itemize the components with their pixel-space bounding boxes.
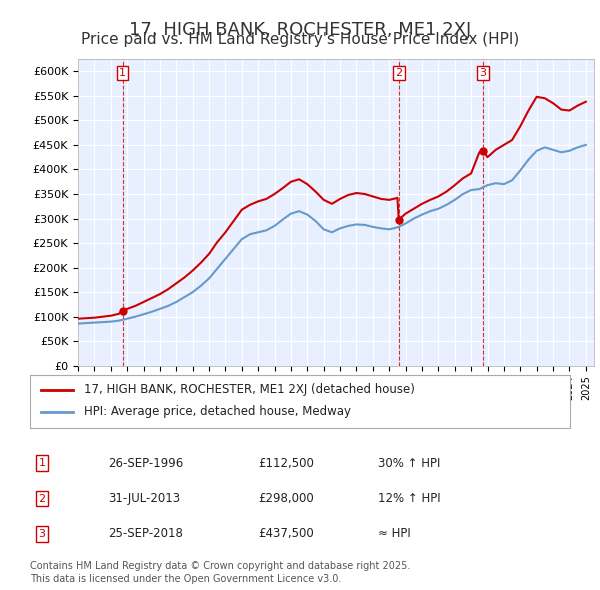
- Text: £437,500: £437,500: [258, 527, 314, 540]
- Text: This data is licensed under the Open Government Licence v3.0.: This data is licensed under the Open Gov…: [30, 575, 341, 584]
- Text: 17, HIGH BANK, ROCHESTER, ME1 2XJ: 17, HIGH BANK, ROCHESTER, ME1 2XJ: [129, 21, 471, 39]
- Text: 2: 2: [395, 68, 403, 78]
- Text: ≈ HPI: ≈ HPI: [378, 527, 411, 540]
- Text: £112,500: £112,500: [258, 457, 314, 470]
- Text: 2: 2: [38, 494, 46, 503]
- Text: 3: 3: [38, 529, 46, 539]
- Text: £298,000: £298,000: [258, 492, 314, 505]
- Text: 31-JUL-2013: 31-JUL-2013: [108, 492, 180, 505]
- Text: 1: 1: [119, 68, 126, 78]
- Text: 25-SEP-2018: 25-SEP-2018: [108, 527, 183, 540]
- Text: 26-SEP-1996: 26-SEP-1996: [108, 457, 183, 470]
- Text: 12% ↑ HPI: 12% ↑ HPI: [378, 492, 440, 505]
- Text: 17, HIGH BANK, ROCHESTER, ME1 2XJ (detached house): 17, HIGH BANK, ROCHESTER, ME1 2XJ (detac…: [84, 383, 415, 396]
- Text: 1: 1: [38, 458, 46, 468]
- Text: Contains HM Land Registry data © Crown copyright and database right 2025.: Contains HM Land Registry data © Crown c…: [30, 562, 410, 571]
- Text: 3: 3: [479, 68, 487, 78]
- Text: HPI: Average price, detached house, Medway: HPI: Average price, detached house, Medw…: [84, 405, 351, 418]
- Text: 30% ↑ HPI: 30% ↑ HPI: [378, 457, 440, 470]
- Text: Price paid vs. HM Land Registry's House Price Index (HPI): Price paid vs. HM Land Registry's House …: [81, 32, 519, 47]
